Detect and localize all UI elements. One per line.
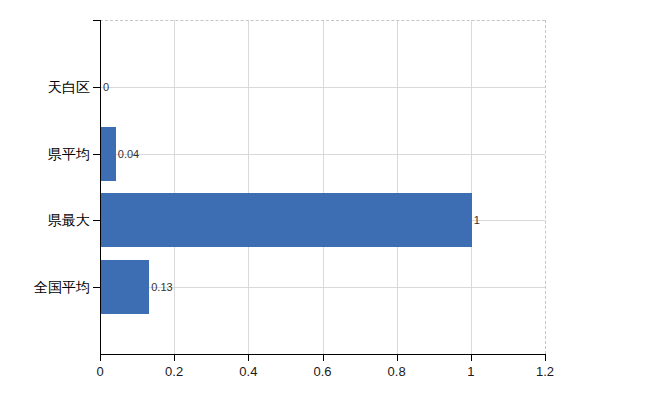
x-tick-label: 0: [96, 365, 103, 378]
x-tick-label: 1.2: [536, 365, 554, 378]
x-tick-label: 1: [467, 365, 474, 378]
x-tick-label: 0.6: [313, 365, 331, 378]
value-label: 1: [474, 215, 480, 226]
labels-layer: 0 0.04 1 0.13 天白区県平均県最大全国平均 0 0.2 0.4 0.6 0.8 1 1.2: [0, 0, 650, 400]
x-tick-label: 0.2: [165, 365, 183, 378]
value-label: 0: [103, 82, 109, 93]
category-label-天白区: 天白区: [0, 80, 90, 94]
category-label-県平均: 県平均: [0, 147, 90, 161]
bar-chart: 0 0.04 1 0.13 天白区県平均県最大全国平均 0 0.2 0.4 0.6 0.8 1 1.2: [0, 0, 650, 400]
category-label-県最大: 県最大: [0, 213, 90, 227]
value-label: 0.13: [151, 282, 172, 293]
x-tick-label: 0.4: [239, 365, 257, 378]
x-tick-label: 0.8: [388, 365, 406, 378]
value-label: 0.04: [118, 149, 139, 160]
category-label-全国平均: 全国平均: [0, 280, 90, 294]
